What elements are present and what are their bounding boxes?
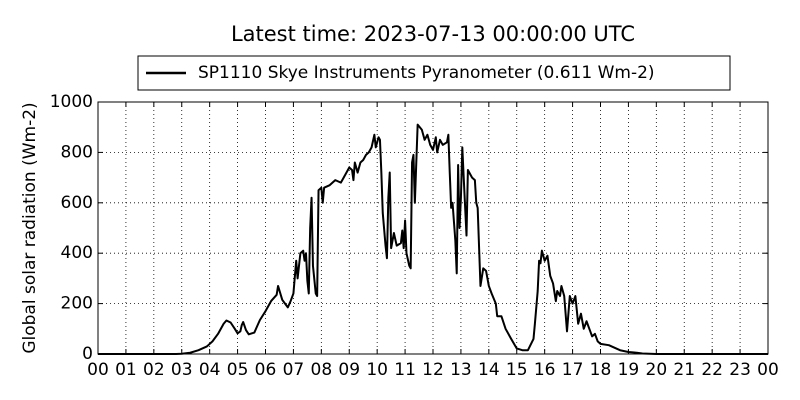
x-tick-label: 04 <box>199 360 221 380</box>
data-line <box>98 123 768 355</box>
x-tick-label: 06 <box>255 360 277 380</box>
x-tick-label: 20 <box>646 360 668 380</box>
y-tick-label: 800 <box>61 142 93 162</box>
legend-box <box>137 55 731 91</box>
x-tick-label: 11 <box>394 360 416 380</box>
x-tick-label: 18 <box>590 360 612 380</box>
x-tick-label: 21 <box>673 360 695 380</box>
x-tick-label: 10 <box>366 360 388 380</box>
chart-title: Latest time: 2023-07-13 00:00:00 UTC <box>231 22 635 46</box>
y-tick-label: 200 <box>61 294 93 314</box>
x-tick-label: 15 <box>506 360 528 380</box>
y-axis-label: Global solar radiation (Wm-2) <box>20 102 40 353</box>
x-tick-label: 23 <box>729 360 751 380</box>
x-tick-label: 22 <box>701 360 723 380</box>
x-tick-label: 12 <box>422 360 444 380</box>
y-tick-label: 1000 <box>50 92 93 112</box>
x-tick-label: 17 <box>562 360 584 380</box>
y-tick-label: 600 <box>61 193 93 213</box>
x-tick-label: 13 <box>450 360 472 380</box>
x-tick-label: 07 <box>283 360 305 380</box>
x-tick-label: 01 <box>115 360 137 380</box>
legend-label: SP1110 Skye Instruments Pyranometer (0.6… <box>198 63 655 83</box>
x-tick-label: 16 <box>534 360 556 380</box>
y-tick-label: 400 <box>61 243 93 263</box>
x-tick-label: 14 <box>478 360 500 380</box>
plot-frame <box>97 101 769 355</box>
y-tick-label: 0 <box>82 344 93 364</box>
x-tick-label: 03 <box>171 360 193 380</box>
x-tick-label: 00 <box>87 360 109 380</box>
x-tick-label: 02 <box>143 360 165 380</box>
x-tick-label: 05 <box>227 360 249 380</box>
x-tick-label: 09 <box>338 360 360 380</box>
x-tick-label: 08 <box>311 360 333 380</box>
x-tick-label: 00 <box>757 360 779 380</box>
x-tick-label: 19 <box>618 360 640 380</box>
